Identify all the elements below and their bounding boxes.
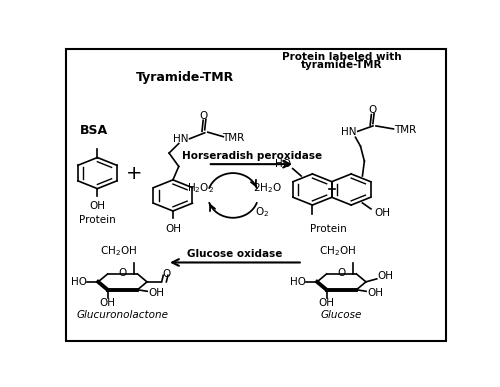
Text: Protein labeled with: Protein labeled with bbox=[282, 52, 402, 62]
Text: TMR: TMR bbox=[394, 125, 416, 135]
Text: OH: OH bbox=[374, 208, 390, 218]
Text: O: O bbox=[162, 269, 170, 279]
Text: Glucose oxidase: Glucose oxidase bbox=[187, 248, 282, 259]
Text: HO: HO bbox=[274, 159, 290, 169]
Text: 2H$_2$O: 2H$_2$O bbox=[254, 181, 282, 195]
Text: Glucose: Glucose bbox=[321, 310, 362, 320]
Text: +: + bbox=[126, 164, 142, 183]
Text: Tyramide-TMR: Tyramide-TMR bbox=[136, 71, 234, 84]
Text: OH: OH bbox=[149, 288, 165, 298]
Text: HN: HN bbox=[173, 134, 188, 144]
Text: HO: HO bbox=[71, 277, 87, 287]
Text: CH$_2$OH: CH$_2$OH bbox=[319, 245, 356, 259]
Text: OH: OH bbox=[318, 298, 334, 308]
Text: O: O bbox=[200, 111, 208, 121]
Text: H$_2$O$_2$: H$_2$O$_2$ bbox=[186, 181, 214, 195]
Text: Protein: Protein bbox=[79, 215, 116, 225]
Text: CH$_2$OH: CH$_2$OH bbox=[100, 245, 137, 259]
Text: O: O bbox=[338, 268, 345, 278]
Text: O: O bbox=[368, 105, 376, 115]
Text: HO: HO bbox=[290, 277, 306, 287]
Text: Glucuronolactone: Glucuronolactone bbox=[76, 310, 168, 320]
Text: O: O bbox=[118, 268, 126, 278]
Text: OH: OH bbox=[100, 298, 116, 308]
Text: TMR: TMR bbox=[222, 133, 244, 143]
Text: OH: OH bbox=[368, 288, 384, 298]
Text: tyramide-TMR: tyramide-TMR bbox=[301, 60, 382, 70]
Text: Protein: Protein bbox=[310, 224, 346, 234]
Text: Horseradish peroxidase: Horseradish peroxidase bbox=[182, 151, 322, 161]
Text: OH: OH bbox=[90, 201, 106, 211]
Text: HN: HN bbox=[341, 127, 356, 137]
Text: OH: OH bbox=[378, 271, 394, 281]
Text: OH: OH bbox=[165, 224, 181, 233]
Text: BSA: BSA bbox=[80, 124, 108, 137]
Text: O$_2$: O$_2$ bbox=[255, 205, 269, 219]
